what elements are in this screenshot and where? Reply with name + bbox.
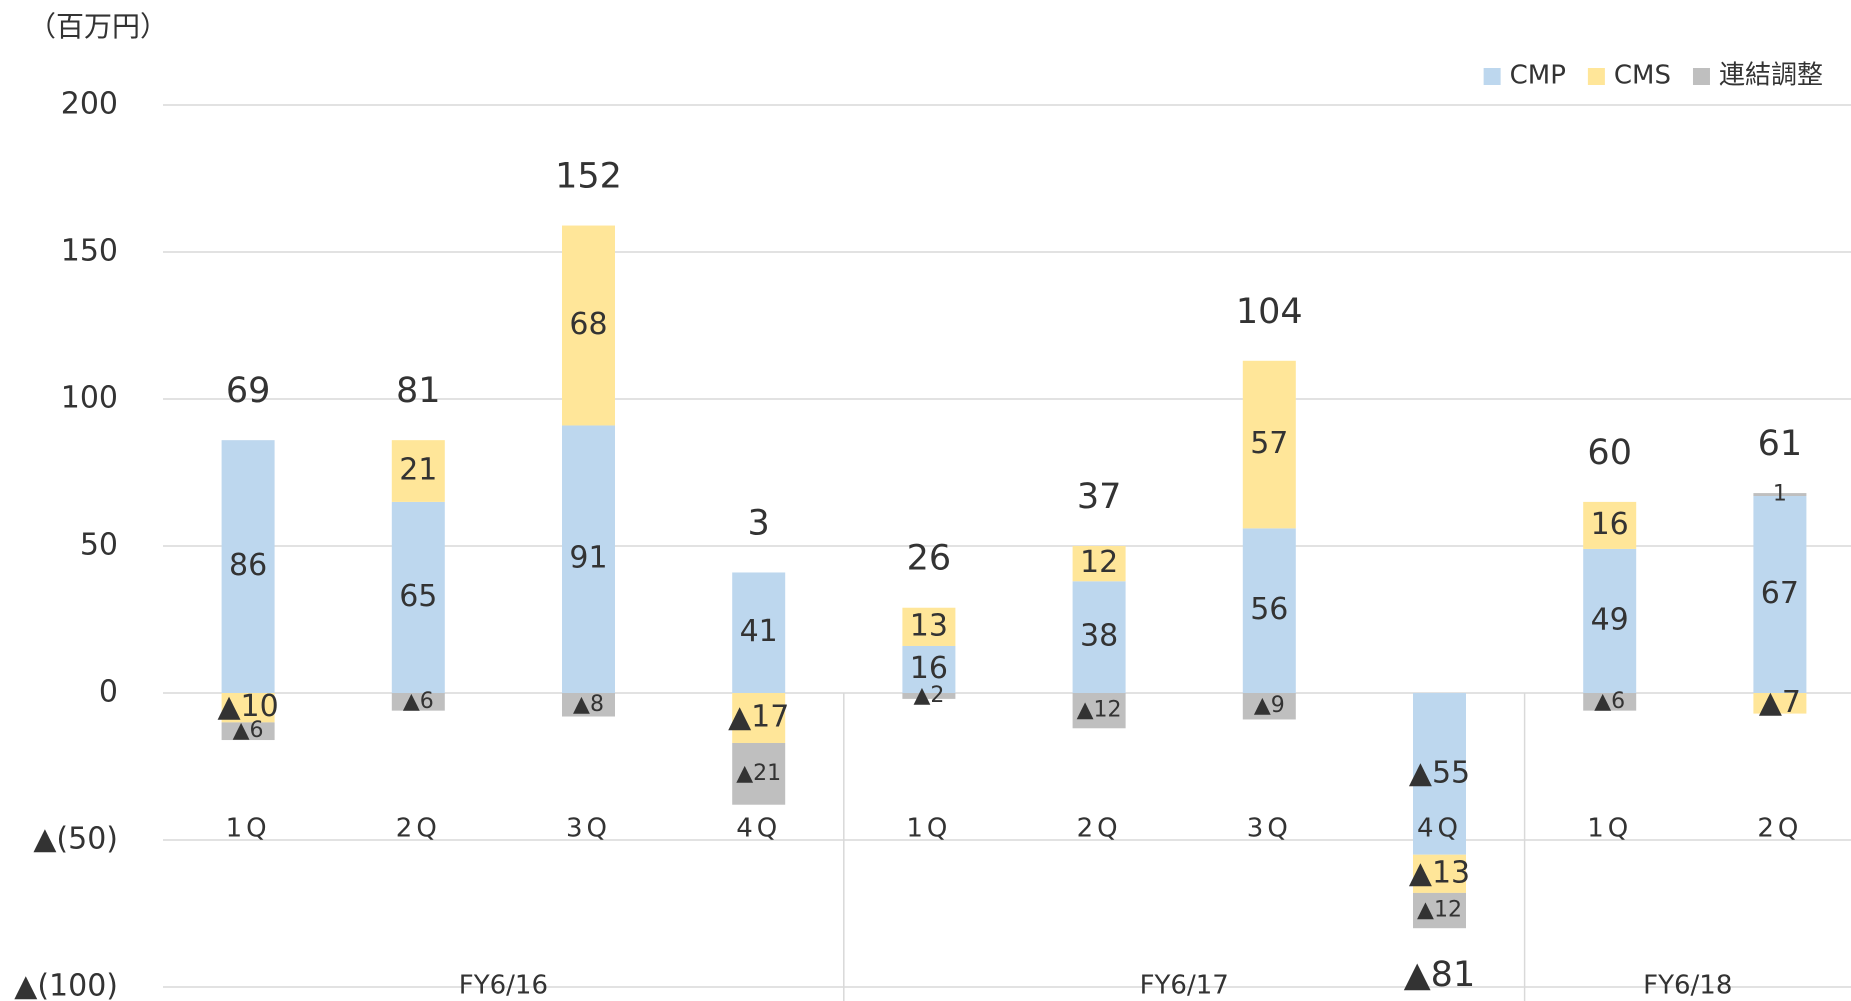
total-label: 61 [1758, 424, 1803, 464]
y-tick-label: 100 [61, 381, 118, 416]
data-label: ▲10 [217, 689, 278, 724]
bar-segment [391, 501, 445, 693]
bar-segment [1583, 548, 1637, 693]
bar-segment [1583, 501, 1637, 549]
bar-segment [1413, 892, 1466, 929]
bar-segment [1753, 493, 1807, 497]
data-label: ▲12 [1077, 698, 1122, 723]
total-label: 26 [907, 539, 952, 579]
total-label: 60 [1587, 433, 1632, 473]
x-tick-label: 1Q [906, 814, 951, 844]
data-label: ▲2 [913, 683, 944, 708]
bar-segment [391, 440, 445, 502]
x-tick-label: 2Q [396, 814, 441, 844]
total-label: 152 [555, 157, 622, 197]
legend-swatch [1587, 68, 1605, 85]
data-label: ▲12 [1417, 898, 1462, 923]
bar-segment [1242, 528, 1296, 693]
total-label: ▲81 [1404, 955, 1475, 995]
data-label: ▲17 [728, 699, 789, 734]
bar-segment [1413, 693, 1466, 855]
legend-label: CMS [1614, 61, 1671, 91]
x-tick-label: 4Q [1417, 814, 1462, 844]
data-label: ▲8 [573, 692, 604, 717]
bar-segment [1753, 496, 1807, 693]
y-tick-label: 150 [61, 234, 118, 269]
bar-segment [1072, 693, 1126, 729]
x-tick-label: 3Q [566, 814, 611, 844]
x-tick-label: 3Q [1247, 814, 1292, 844]
bar-segment [562, 425, 615, 693]
data-label: ▲13 [1409, 855, 1470, 890]
data-label: 1 [1773, 482, 1787, 507]
bar-segment [732, 742, 786, 805]
bar-segment [221, 722, 275, 741]
data-label: 16 [1591, 507, 1629, 542]
x-tick-label: 2Q [1757, 814, 1802, 844]
data-label: 57 [1250, 426, 1288, 461]
data-label: 86 [229, 548, 267, 583]
total-label: 81 [396, 371, 441, 411]
data-label: 13 [910, 608, 948, 643]
data-label: 41 [740, 614, 778, 649]
bar-segment [1583, 693, 1637, 711]
legend-label: 連結調整 [1719, 61, 1823, 91]
data-label: ▲6 [1594, 689, 1625, 714]
bar-segment [562, 225, 615, 426]
total-label: 37 [1077, 477, 1122, 517]
bar-segment [1242, 693, 1296, 720]
data-label: 49 [1591, 602, 1629, 637]
bar-segment [732, 572, 786, 693]
legend-swatch [1483, 68, 1501, 85]
data-label: 16 [910, 651, 948, 686]
bar-segment [221, 440, 275, 693]
data-label: ▲6 [403, 689, 434, 714]
bar-segment [1072, 546, 1126, 582]
y-tick-label: 50 [80, 528, 118, 563]
data-label: ▲9 [1254, 693, 1285, 718]
group-label: FY6/18 [1643, 971, 1732, 1001]
bar-segment [902, 645, 956, 693]
data-label: ▲6 [233, 718, 264, 743]
total-label: 104 [1236, 292, 1303, 332]
legend-swatch [1692, 68, 1710, 85]
y-tick-label: 200 [61, 87, 118, 122]
x-tick-label: 4Q [736, 814, 781, 844]
unit-label: （百万円） [28, 10, 168, 43]
data-label: 56 [1250, 592, 1288, 627]
bar-segment [221, 693, 275, 723]
x-tick-label: 1Q [1587, 814, 1632, 844]
data-label: 12 [1080, 545, 1118, 580]
total-label: 69 [226, 371, 271, 411]
bar-segment [732, 693, 786, 743]
data-label: 65 [399, 579, 437, 614]
data-label: ▲21 [736, 761, 781, 786]
group-label: FY6/17 [1140, 971, 1229, 1001]
bar-segment [902, 607, 956, 646]
data-label: 68 [569, 307, 607, 342]
y-tick-label: ▲(50) [33, 822, 118, 857]
legend-label: CMP [1510, 61, 1566, 91]
bar-segment [1072, 581, 1126, 693]
data-label: 21 [399, 453, 437, 488]
y-tick-label: ▲(100) [14, 969, 118, 1001]
data-label: ▲7 [1759, 685, 1801, 720]
bar-segment [1753, 693, 1807, 714]
bar-segment [902, 693, 956, 699]
bar-segment [1413, 854, 1466, 893]
data-label: 67 [1761, 576, 1799, 611]
bar-segment [391, 693, 445, 711]
bar-segment [1242, 360, 1296, 529]
bar-segment [562, 693, 615, 717]
data-label: 38 [1080, 619, 1118, 654]
total-label: 3 [748, 503, 770, 543]
x-tick-label: 1Q [226, 814, 271, 844]
x-tick-label: 2Q [1077, 814, 1122, 844]
y-tick-label: 0 [99, 675, 118, 710]
data-label: 91 [569, 541, 607, 576]
data-label: ▲55 [1409, 755, 1470, 790]
group-label: FY6/16 [459, 971, 548, 1001]
